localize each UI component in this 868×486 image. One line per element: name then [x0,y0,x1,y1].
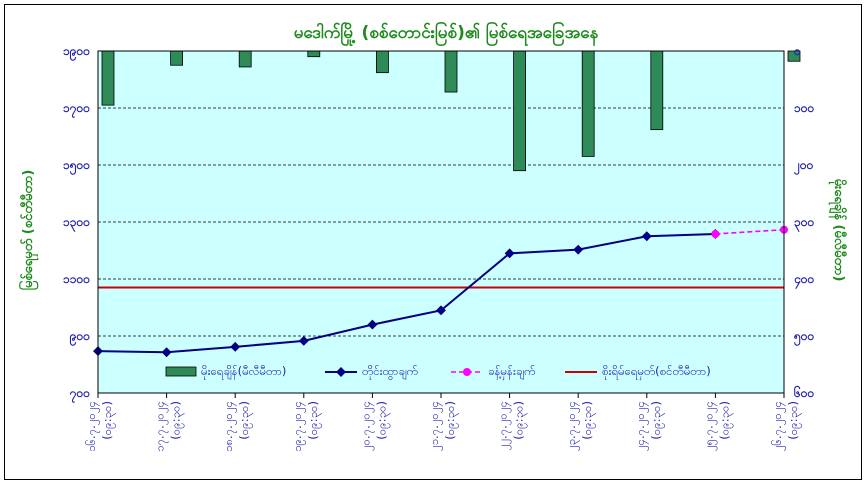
right-tick-label: ၆၀၀ [793,384,815,400]
x-tick-label-date: ၂၁.၇.၂၀၂၄ [427,401,443,451]
legend: မိုးရေချိန်(မီလီမီတာ) တိုင်းထွာချက် ခန့်မှ… [165,364,711,380]
x-tick-label-group: ၂၀.၇.၂၀၂၄ (၀၉:၃၀) [358,401,390,451]
x-tick-label-group: ၂၄.၇.၂၀၂၄ (၀၉:၃၀) [633,401,665,451]
forecast-point [711,229,720,238]
legend-label-measured: တိုင်းထွာချက် [362,364,418,380]
x-tick-label-group: ၂၃.၇.၂၀၂၄ (၀၉:၃၀) [564,401,596,451]
x-tick-label-time: (၀၉:၃၀) [100,401,116,440]
x-tick-label-time: (၀၉:၃၀) [169,401,185,440]
left-tick-label: ၁၉၀၀ [63,44,90,62]
x-tick-label-date: ၂၃.၇.၂၀၂၄ [564,401,580,451]
right-tick-label: ၄၀၀ [793,272,815,290]
rainfall-bar [513,50,527,172]
right-tick-label: ၅၀၀ [793,329,815,347]
left-tick-label: ၁၇၀၀ [63,101,90,119]
measured-point [436,305,446,316]
legend-forecast-marker [463,368,471,376]
measured-level-line [97,232,716,354]
measured-point [230,341,241,352]
rainfall-bar [101,50,115,106]
right-tick-label: ၁၀၀ [794,101,815,115]
x-tick-label-group: ၁၆.၇.၂၀၂၄ (၀၉:၃၀) [84,401,116,452]
rainfall-bar [787,50,801,62]
right-tick-label: ၀ [793,44,801,58]
left-tick-label: ၇၀၀ [69,386,91,404]
legend-measured-marker [336,367,346,377]
x-tick-label-time: (၀၉:၃၀) [512,401,528,440]
rainfall-bar [581,50,595,157]
x-tick-label-date: ၁၆.၇.၂၀၂၄ [84,401,100,452]
x-tick-label-date: ၁၈.၇.၂၀၂၄ [221,401,237,452]
legend-label-warning: စိုးရိမ်ရေမှတ်(စင်တီမီတာ) [602,364,711,380]
right-tick-label: ၃၀၀ [794,215,815,233]
left-tick-label: ၁၃၀၀ [63,215,90,233]
x-tick-label-group: ၂၅.၇.၂၀၂၄ (၀၉:၃၀) [701,401,733,451]
measured-point [641,231,652,242]
x-tick-label-date: ၂၄.၇.၂၀၂၄ [633,401,649,451]
x-tick-label-date: ၂၆.၇.၂၀၂၄ [770,401,786,451]
x-tick-label-time: (၀၉:၃၀) [237,401,253,440]
rainfall-bar [307,50,321,58]
measured-point [161,347,172,358]
x-tick-label-group: ၂၂.၇.၂၀၂၄ (၀၉:၃၀) [496,401,528,450]
x-tick-label-date: ၂၀.၇.၂၀၂၄ [358,401,374,451]
x-tick-label-time: (၀၉:၃၀) [649,401,665,440]
measured-point [573,244,584,255]
rainfall-bar [444,50,458,93]
chart-title: မဒေါက်မြို့ (စစ်တောင်းမြစ်)၏ မြစ်ရေအခြေအ… [294,20,599,47]
left-axis-label: မြစ်ရေမှတ် (စင်တီမီတာ) [18,170,39,291]
left-tick-label: ၁၁၀၀ [63,272,90,286]
chart-frame: မဒေါက်မြို့ (စစ်တောင်းမြစ်)၏ မြစ်ရေအခြေအ… [4,4,862,480]
x-tick-label-date: ၁၇.၇.၂၀၂၄ [153,401,169,452]
river-level-chart: မဒေါက်မြို့ (စစ်တောင်းမြစ်)၏ မြစ်ရေအခြေအ… [18,20,848,452]
x-tick-label-group: ၁၈.၇.၂၀၂၄ (၀၉:၃၀) [221,401,253,452]
forecast-line [715,228,785,235]
legend-label-rainfall: မိုးရေချိန်(မီလီမီတာ) [201,364,286,380]
x-tick-label-time: (၀၉:၃၀) [580,401,596,440]
x-tick-label-time: (၀၉:၃၀) [374,401,390,440]
rainfall-bar [375,50,389,74]
x-tick-label-time: (၀၉:၃၀) [717,401,733,440]
left-tick-label: ၉၀၀ [69,329,91,347]
x-tick-label-date: ၂၂.၇.၂၀၂၄ [496,401,512,450]
x-tick-label-time: (၀၉:၃၀) [306,401,322,440]
x-tick-label-group: ၂၆.၇.၂၀၂၄ (၀၉:၃၀) [770,401,802,451]
measured-point [504,248,515,259]
legend-label-forecast: ခန့်မှန်းချက် [488,364,535,380]
x-tick-label-time: (၀၉:၃၀) [786,401,802,440]
rainfall-bar [170,50,184,66]
x-tick-label-group: ၁၇.၇.၂၀၂၄ (၀၉:၃၀) [153,401,185,452]
x-tick-label-time: (၀၉:၃၀) [443,401,459,440]
x-tick-label-date: ၁၉.၇.၂၀၂၄ [290,401,306,452]
right-axis-label: မိုးရေချိန် (မီလီမီတာ) [828,179,848,282]
x-tick-label-group: ၁၉.၇.၂၀၂၄ (၀၉:၃၀) [290,401,322,452]
rainfall-bar [238,50,252,68]
measured-point [367,319,378,330]
right-tick-label: ၂၀၀ [793,158,814,176]
legend-bar-swatch [165,366,197,377]
measured-point [298,335,309,346]
x-tick-label-group: ၂၁.၇.၂၀၂၄ (၀၉:၃၀) [427,401,459,451]
rainfall-bar [650,50,664,131]
x-tick-label-date: ၂၅.၇.၂၀၂၄ [701,401,717,451]
left-tick-label: ၁၅၀၀ [63,158,90,176]
